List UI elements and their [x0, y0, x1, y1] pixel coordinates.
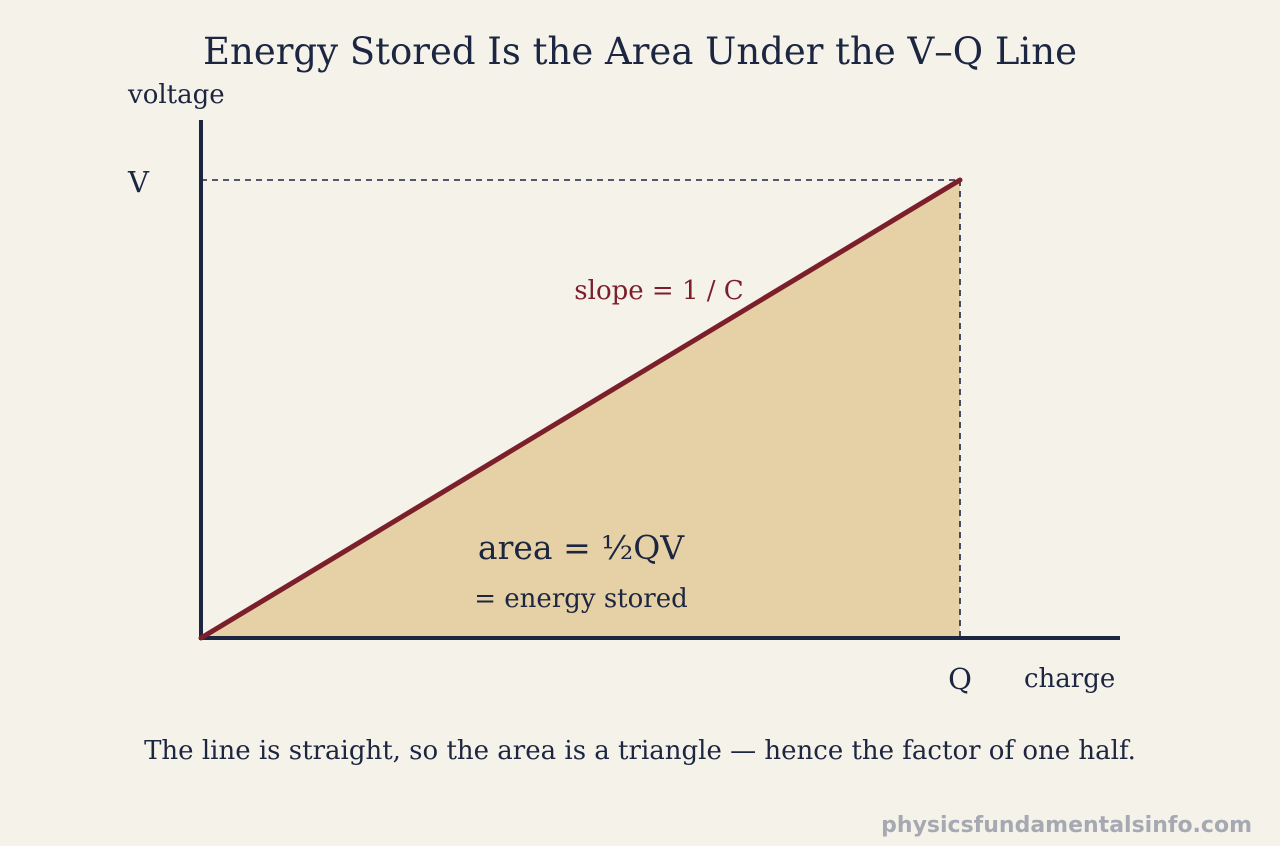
caption: The line is straight, so the area is a t…	[144, 736, 1136, 766]
energy-stored-annotation: = energy stored	[474, 584, 688, 614]
diagram-title: Energy Stored Is the Area Under the V–Q …	[203, 30, 1077, 73]
y-axis-label: voltage	[127, 80, 225, 110]
area-annotation: area = ½QV	[478, 528, 685, 567]
watermark: physicsfundamentalsinfo.com	[881, 813, 1252, 838]
slope-annotation: slope = 1 / C	[574, 276, 743, 306]
x-axis-label: charge	[1024, 664, 1115, 694]
q-marker-label: Q	[948, 662, 972, 696]
vq-line	[198, 177, 963, 641]
v-marker-label: V	[127, 165, 150, 199]
